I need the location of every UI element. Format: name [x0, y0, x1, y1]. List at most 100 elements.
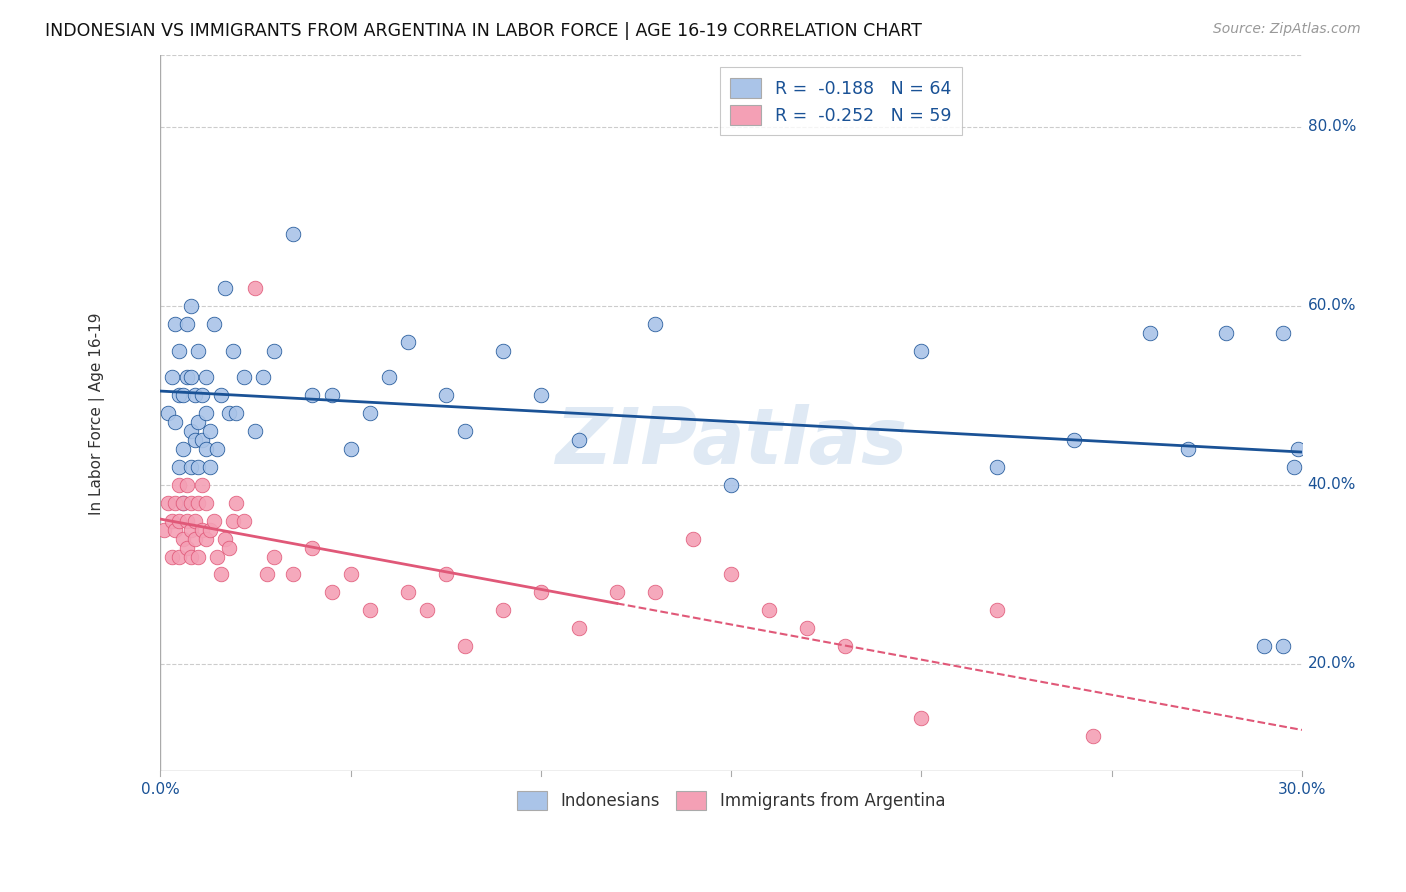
Point — [180, 370, 202, 384]
Point — [986, 460, 1008, 475]
Point — [176, 317, 198, 331]
Point — [180, 460, 202, 475]
Point — [160, 370, 183, 384]
Text: 80.0%: 80.0% — [1308, 120, 1355, 135]
Point — [165, 523, 187, 537]
Point — [233, 514, 256, 528]
Point — [202, 317, 225, 331]
Point — [256, 567, 278, 582]
Point — [492, 603, 515, 617]
Point — [568, 433, 591, 447]
Point — [263, 549, 285, 564]
Point — [434, 388, 457, 402]
Point — [834, 639, 856, 653]
Point — [187, 415, 209, 429]
Point — [165, 317, 187, 331]
Point — [191, 523, 214, 537]
Point — [180, 299, 202, 313]
Point — [214, 532, 236, 546]
Point — [180, 523, 202, 537]
Point — [221, 514, 243, 528]
Point — [1271, 326, 1294, 340]
Point — [796, 621, 818, 635]
Point — [492, 343, 515, 358]
Point — [180, 496, 202, 510]
Point — [910, 711, 932, 725]
Point — [169, 514, 191, 528]
Text: Source: ZipAtlas.com: Source: ZipAtlas.com — [1213, 22, 1361, 37]
Point — [910, 343, 932, 358]
Text: ZIPatlas: ZIPatlas — [555, 404, 907, 480]
Point — [252, 370, 274, 384]
Text: 20.0%: 20.0% — [1308, 657, 1355, 672]
Point — [720, 567, 742, 582]
Point — [339, 442, 361, 456]
Point — [1081, 729, 1104, 743]
Point — [301, 388, 323, 402]
Point — [644, 317, 666, 331]
Point — [454, 424, 477, 438]
Point — [198, 460, 221, 475]
Point — [359, 603, 381, 617]
Point — [172, 388, 194, 402]
Point — [1063, 433, 1085, 447]
Point — [207, 549, 229, 564]
Point — [172, 496, 194, 510]
Point — [172, 496, 194, 510]
Point — [180, 424, 202, 438]
Point — [187, 460, 209, 475]
Point — [202, 514, 225, 528]
Point — [245, 424, 267, 438]
Point — [1177, 442, 1199, 456]
Point — [194, 532, 217, 546]
Point — [214, 281, 236, 295]
Point — [180, 549, 202, 564]
Point — [233, 370, 256, 384]
Point — [198, 424, 221, 438]
Point — [156, 406, 179, 420]
Point — [644, 585, 666, 599]
Point — [194, 496, 217, 510]
Point — [209, 567, 232, 582]
Point — [568, 621, 591, 635]
Point — [194, 370, 217, 384]
Point — [1286, 442, 1309, 456]
Point — [1271, 639, 1294, 653]
Point — [187, 549, 209, 564]
Point — [339, 567, 361, 582]
Point — [263, 343, 285, 358]
Legend: Indonesians, Immigrants from Argentina: Indonesians, Immigrants from Argentina — [510, 784, 952, 817]
Point — [191, 478, 214, 492]
Point — [183, 433, 205, 447]
Point — [1253, 639, 1275, 653]
Point — [153, 523, 176, 537]
Point — [172, 442, 194, 456]
Text: 30.0%: 30.0% — [1278, 782, 1326, 797]
Point — [207, 442, 229, 456]
Point — [218, 406, 240, 420]
Point — [530, 585, 553, 599]
Point — [1215, 326, 1237, 340]
Point — [225, 496, 247, 510]
Text: 40.0%: 40.0% — [1308, 477, 1355, 492]
Point — [986, 603, 1008, 617]
Point — [321, 388, 343, 402]
Point — [172, 532, 194, 546]
Point — [377, 370, 399, 384]
Point — [225, 406, 247, 420]
Point — [165, 415, 187, 429]
Point — [218, 541, 240, 555]
Point — [176, 478, 198, 492]
Point — [198, 523, 221, 537]
Point — [194, 406, 217, 420]
Text: 60.0%: 60.0% — [1308, 298, 1357, 313]
Point — [187, 496, 209, 510]
Point — [191, 433, 214, 447]
Point — [221, 343, 243, 358]
Point — [301, 541, 323, 555]
Point — [530, 388, 553, 402]
Point — [1284, 460, 1306, 475]
Point — [176, 541, 198, 555]
Point — [454, 639, 477, 653]
Point — [245, 281, 267, 295]
